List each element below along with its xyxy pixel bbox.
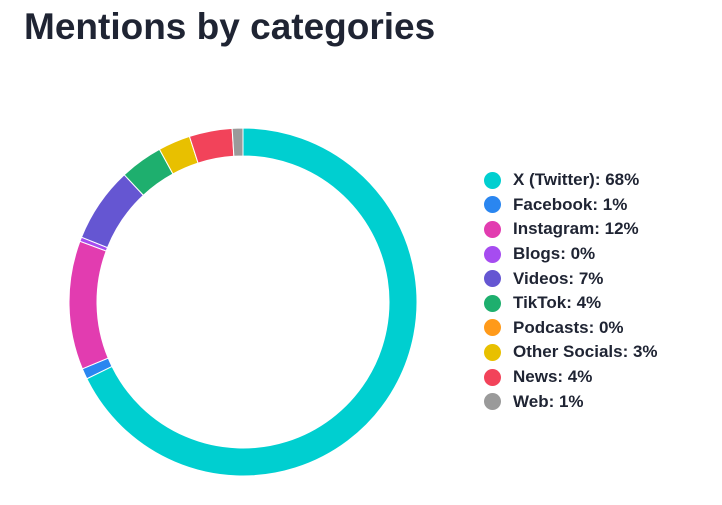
legend-item-news[interactable]: News: 4% [484, 365, 658, 390]
legend-label: Instagram: 12% [513, 219, 639, 239]
page-title: Mentions by categories [24, 6, 436, 47]
legend-swatch [484, 393, 501, 411]
legend-label: Other Socials: 3% [513, 342, 658, 362]
legend-item-x-twitter[interactable]: X (Twitter): 68% [484, 168, 658, 193]
slice-web[interactable] [231, 127, 244, 157]
legend-item-web[interactable]: Web: 1% [484, 389, 658, 414]
legend-swatch [484, 368, 501, 386]
legend-swatch [484, 220, 501, 238]
legend-label: Blogs: 0% [513, 244, 596, 264]
chart-legend: X (Twitter): 68% Facebook: 1% Instagram: 1… [484, 168, 658, 414]
legend-item-other-socials[interactable]: Other Socials: 3% [484, 340, 658, 365]
legend-label: Facebook: 1% [513, 194, 628, 214]
legend-label: Videos: 7% [513, 268, 604, 288]
legend-label: Web: 1% [513, 391, 584, 411]
legend-label: Podcasts: 0% [513, 317, 624, 337]
legend-label: TikTok: 4% [513, 293, 602, 313]
legend-item-blogs[interactable]: Blogs: 0% [484, 242, 658, 267]
legend-swatch [484, 171, 501, 189]
legend-swatch [484, 343, 501, 361]
legend-label: X (Twitter): 68% [513, 170, 640, 190]
legend-item-instagram[interactable]: Instagram: 12% [484, 217, 658, 242]
legend-swatch [484, 196, 501, 214]
slice-instagram[interactable] [68, 240, 109, 370]
legend-swatch [484, 245, 501, 263]
legend-item-facebook[interactable]: Facebook: 1% [484, 193, 658, 218]
legend-swatch [484, 319, 501, 337]
slice-x-twitter[interactable] [86, 127, 418, 477]
legend-item-videos[interactable]: Videos: 7% [484, 266, 658, 291]
legend-item-podcasts[interactable]: Podcasts: 0% [484, 316, 658, 341]
legend-swatch [484, 294, 501, 312]
legend-item-tiktok[interactable]: TikTok: 4% [484, 291, 658, 316]
legend-swatch [484, 270, 501, 288]
legend-label: News: 4% [513, 367, 593, 387]
slice-news[interactable] [188, 127, 235, 164]
